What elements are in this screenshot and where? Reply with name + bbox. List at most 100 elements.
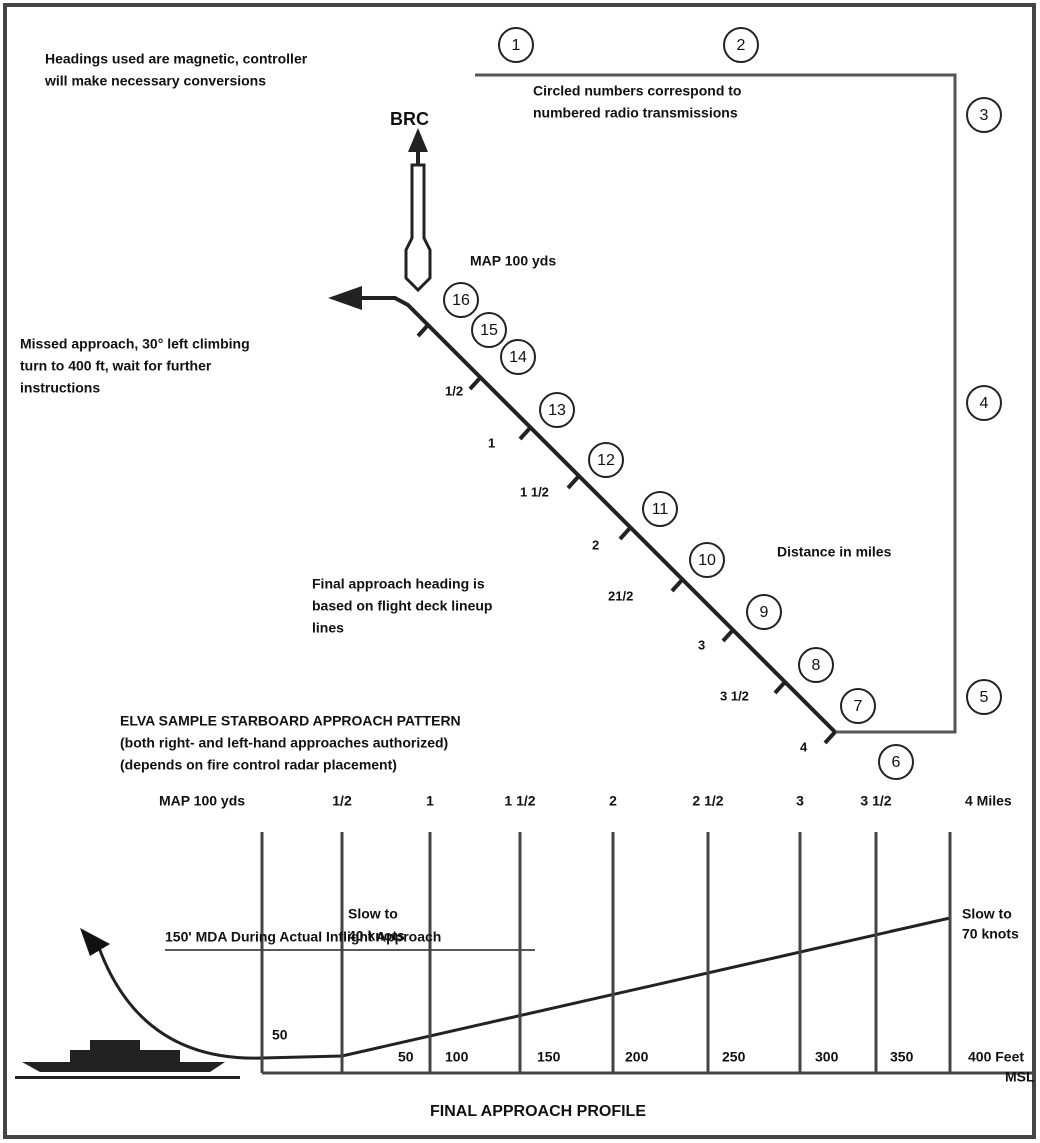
boat-cabin [70,1050,180,1062]
column-label: 1 [426,793,434,809]
distance-label: 1/2 [445,383,463,398]
altitude-label: 100 [445,1049,469,1065]
distance-tick [566,475,580,490]
boat [15,1040,240,1079]
distance-label: 1 [488,435,495,450]
final-approach-line [360,296,837,734]
pattern-title: ELVA SAMPLE STARBOARD APPROACH PATTERN [120,713,461,729]
distance-label: 4 [800,739,808,754]
distance-tick [670,578,684,593]
speed-note: Slow to [962,906,1012,922]
transmission-number: 2 [737,37,746,54]
transmission-circle [588,442,624,478]
note: Final approach heading is [312,576,485,592]
transmission-number: 1 [512,37,521,54]
ship-plan [404,163,432,293]
distance-tick [416,323,430,338]
column-label: 4 Miles [965,793,1012,809]
transmission-circle [798,647,834,683]
profile-title: FINAL APPROACH PROFILE [430,1103,646,1120]
altitude-label: 350 [890,1049,914,1065]
transmission-number: 9 [760,604,769,621]
column-label: 1/2 [332,793,352,809]
transmission-number: 15 [480,322,498,339]
distance-tick [721,628,735,643]
glide-path [96,916,951,1060]
transmission-number: 6 [892,754,901,771]
column-label: 2 [609,793,617,809]
transmission-number: 16 [452,292,470,309]
boat-bridge [90,1040,140,1050]
altitude-label: 50 [272,1027,288,1043]
distance-tick [618,526,632,541]
distance-label: 1 1/2 [520,484,549,499]
distance-label: 21/2 [608,588,633,603]
transmission-circle [840,688,876,724]
transmission-circle [723,27,759,63]
note: based on flight deck lineup [312,598,492,614]
transmission-number: 8 [812,657,821,674]
speed-note: Slow to [348,906,398,922]
altitude-label: 400 Feet [968,1049,1024,1065]
transmission-circle [498,27,534,63]
column-label: 2 1/2 [692,793,723,809]
note: Missed approach, 30° left climbing [20,336,250,352]
transmission-number: 12 [597,452,615,469]
transmission-number: 13 [548,402,566,419]
note: Circled numbers correspond to [533,83,741,99]
pattern-title: (depends on fire control radar placement… [120,757,397,773]
transmission-number: 11 [652,501,669,518]
distance-tick [773,680,787,695]
border [3,3,1036,1139]
transmission-number: 3 [980,107,989,124]
note: Headings used are magnetic, controller [45,51,308,67]
speed-note: 70 knots [962,926,1019,942]
distance-label: 2 [592,537,599,552]
altitude-label: 150 [537,1049,561,1065]
distance-tick [518,426,532,441]
note: will make necessary conversions [44,73,266,89]
transmission-circle [443,282,479,318]
note: turn to 400 ft, wait for further [20,358,212,374]
boat-hull [22,1062,225,1072]
speed-note: 40 knots [348,928,405,944]
transmission-circle [966,97,1002,133]
note: instructions [20,380,100,396]
transmission-number: 5 [980,689,989,706]
altitude-label: 250 [722,1049,746,1065]
column-label: 1 1/2 [504,793,535,809]
transmission-circle [966,385,1002,421]
column-label: 3 1/2 [860,793,891,809]
transmission-circle [539,392,575,428]
distance-label: 3 [698,637,705,652]
pattern-path [475,73,957,734]
brc-label: BRC [390,109,429,129]
altitude-label: 50 [398,1049,414,1065]
transmission-circle [689,542,725,578]
transmission-number: 7 [854,698,863,715]
brc-arrowhead [408,128,428,152]
profile: MAP 100 yds 1/2 1 1 1/2 2 2 1/2 3 3 1/2 4 Miles 5… [159,793,1024,1073]
pattern-title: (both right- and left-hand approaches au… [120,735,448,751]
altitude-label: 200 [625,1049,649,1065]
missed-arrow [328,286,362,310]
transmission-number: 14 [509,349,527,366]
transmission-circle [500,339,536,375]
transmission-circle [746,594,782,630]
transmission-circle [878,744,914,780]
transmission-circle [471,312,507,348]
altitude-label: 300 [815,1049,839,1065]
column-label: 3 [796,793,804,809]
note: lines [312,620,344,636]
transmission-circle [966,679,1002,715]
transmission-number: 4 [980,395,989,412]
transmission-circle [642,491,678,527]
climb-arrowhead [80,928,110,956]
note: numbered radio transmissions [533,105,738,121]
column-label: MAP 100 yds [159,793,245,809]
water [15,1076,240,1079]
distance-tick [823,730,837,745]
distance-label: 3 1/2 [720,688,749,703]
